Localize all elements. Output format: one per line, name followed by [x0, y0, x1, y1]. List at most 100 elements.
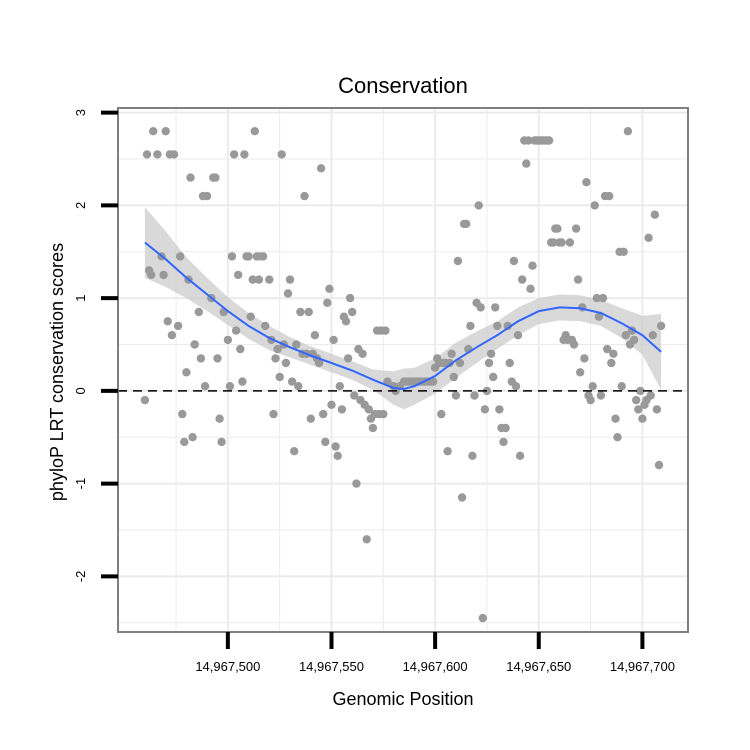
data-point	[173, 321, 183, 331]
data-point	[466, 321, 475, 331]
data-point	[445, 358, 454, 368]
data-point	[188, 433, 197, 442]
data-point	[501, 423, 510, 433]
x-tick-label: 14,967,550	[299, 659, 364, 674]
data-point	[605, 191, 614, 201]
data-point	[580, 354, 589, 363]
data-point	[213, 354, 222, 363]
data-point	[348, 307, 357, 317]
data-point	[225, 382, 235, 391]
data-point	[236, 344, 245, 354]
data-point	[515, 451, 525, 460]
y-axis-label: phyloP LRT conservation scores	[47, 243, 67, 501]
data-point	[290, 447, 299, 456]
data-point	[345, 293, 355, 303]
data-point	[594, 312, 604, 321]
data-point	[265, 275, 274, 284]
data-point	[565, 238, 575, 247]
data-point	[258, 252, 268, 261]
x-tick-label: 14,967,650	[506, 659, 571, 674]
data-point	[167, 331, 177, 340]
data-point	[518, 275, 527, 284]
data-point	[211, 173, 220, 182]
data-point	[358, 349, 367, 358]
data-point	[646, 391, 655, 400]
data-point	[300, 191, 309, 201]
data-point	[648, 331, 657, 340]
data-point	[335, 382, 344, 391]
data-point	[337, 405, 347, 414]
data-point	[549, 238, 558, 247]
data-point	[190, 340, 199, 349]
data-point	[621, 331, 630, 340]
y-tick-label: -1	[73, 478, 88, 490]
data-point	[598, 293, 608, 303]
data-point	[325, 284, 334, 293]
data-point	[611, 414, 620, 423]
data-point	[287, 377, 297, 386]
data-point	[493, 321, 502, 331]
data-point	[229, 150, 239, 159]
y-tick-label: 3	[73, 109, 88, 116]
data-point	[486, 349, 496, 358]
data-point	[623, 127, 633, 136]
data-point	[607, 358, 616, 368]
data-point	[505, 358, 514, 368]
plot-area: 14,967,500 14,967,550 14,967,600 14,967,650…	[73, 107, 689, 674]
data-point	[159, 270, 168, 280]
data-point	[592, 293, 601, 303]
data-point	[321, 437, 330, 447]
data-point	[619, 247, 628, 256]
data-point	[495, 405, 504, 414]
data-point	[178, 409, 187, 419]
data-point	[294, 382, 303, 391]
data-point	[573, 275, 583, 284]
data-point	[350, 391, 359, 400]
data-point	[489, 372, 498, 382]
data-point	[557, 238, 566, 247]
data-point	[269, 409, 278, 419]
data-point	[283, 289, 293, 298]
data-point	[304, 307, 313, 317]
data-point	[352, 479, 361, 488]
data-point	[250, 127, 259, 136]
data-point	[569, 340, 579, 349]
x-axis-label: Genomic Position	[332, 689, 473, 709]
data-point	[511, 382, 521, 391]
data-point	[453, 256, 463, 266]
data-point	[310, 331, 320, 340]
data-point	[586, 395, 595, 405]
data-point	[202, 191, 212, 201]
data-point	[451, 391, 461, 400]
data-point	[526, 284, 535, 293]
data-point	[571, 224, 581, 233]
data-point	[617, 382, 626, 391]
data-point	[254, 275, 264, 284]
chart-title: Conservation	[338, 73, 468, 98]
data-point	[227, 252, 237, 261]
data-point	[644, 233, 653, 242]
data-point	[285, 275, 295, 284]
data-point	[275, 372, 284, 382]
data-point	[629, 335, 639, 345]
data-point	[638, 414, 647, 423]
data-point	[590, 201, 599, 210]
data-point	[476, 303, 485, 312]
data-point	[656, 321, 666, 331]
data-point	[140, 395, 150, 405]
data-point	[147, 270, 156, 280]
data-point	[447, 349, 456, 358]
data-point	[553, 224, 562, 233]
data-point	[443, 447, 452, 456]
data-point	[142, 150, 152, 159]
data-point	[362, 535, 371, 544]
data-point	[281, 358, 291, 368]
data-point	[470, 391, 479, 400]
data-point	[273, 344, 282, 354]
y-tick-label: 0	[73, 387, 88, 394]
data-point	[163, 317, 172, 326]
data-point	[632, 395, 641, 405]
data-point	[292, 340, 301, 349]
data-point	[194, 307, 203, 317]
data-point	[169, 150, 179, 159]
